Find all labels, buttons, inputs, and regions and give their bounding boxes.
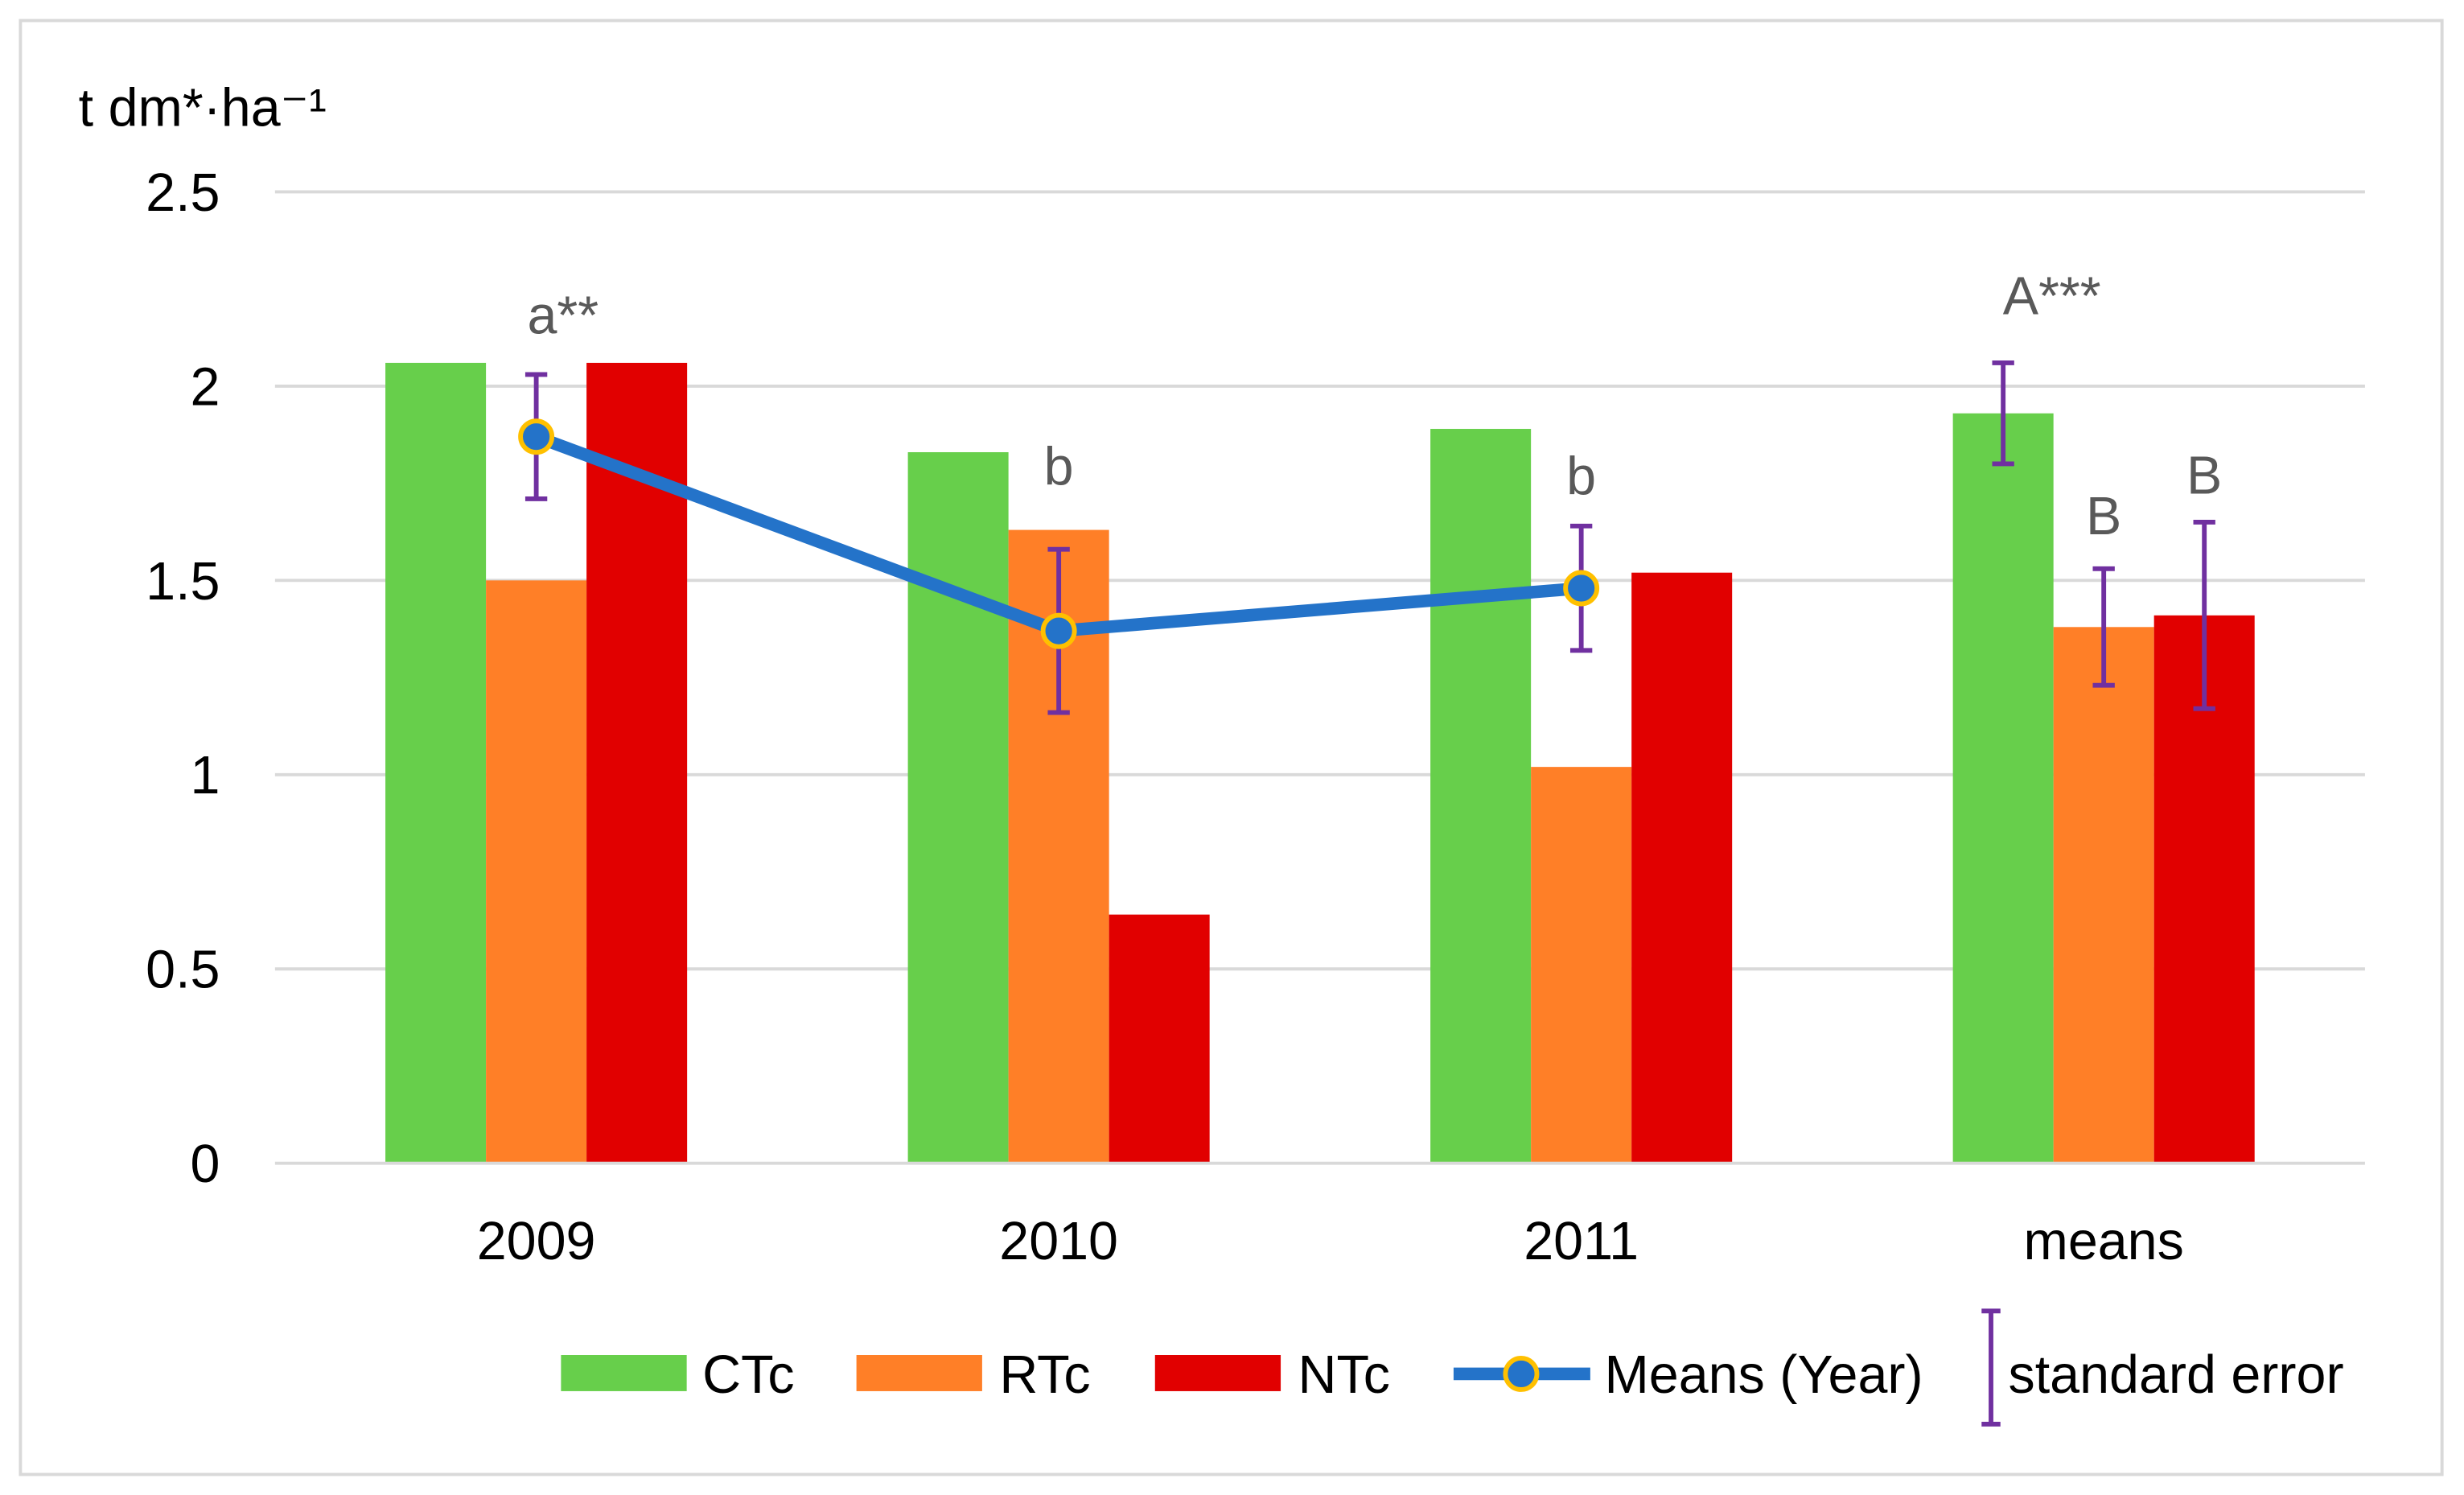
y-axis-tick-labels: 0 0.5 1 1.5 2 2.5 xyxy=(146,163,220,1194)
legend-item-rtc: RTc xyxy=(856,1345,1091,1405)
significance-label: B xyxy=(2186,447,2222,506)
bar-ctc-2010 xyxy=(907,451,1009,1163)
error-bar-ntc-means xyxy=(2193,519,2215,711)
y-tick-label: 1.5 xyxy=(146,552,220,612)
legend-item-means-year: Means (Year) xyxy=(1453,1345,1923,1405)
significance-label: b xyxy=(1044,438,1074,497)
error-bar-ctc-means xyxy=(1992,360,2014,467)
y-tick-label: 0 xyxy=(191,1135,220,1194)
bar-rtc-2011 xyxy=(1531,767,1632,1163)
significance-labels: a** b b A*** B B xyxy=(528,266,2223,546)
significance-label: a** xyxy=(528,286,599,346)
legend-marker-means-year xyxy=(1503,1355,1540,1392)
x-tick-label: means xyxy=(2024,1212,2184,1271)
legend-item-standard-error: standard error xyxy=(1981,1308,2344,1427)
bar-ctc-2009 xyxy=(385,362,487,1163)
legend-item-ctc: CTc xyxy=(561,1345,795,1405)
bar-ntc-2009 xyxy=(586,362,688,1163)
legend-swatch-ntc xyxy=(1154,1355,1281,1391)
marker-means-year-2010 xyxy=(1040,612,1077,649)
legend-swatch-ctc xyxy=(561,1355,687,1391)
legend-item-ntc: NTc xyxy=(1154,1345,1390,1405)
x-tick-label: 2010 xyxy=(999,1212,1118,1271)
bar-rtc-2009 xyxy=(486,580,587,1163)
bar-ntc-2010 xyxy=(1109,914,1210,1163)
legend-error-bar-icon xyxy=(1981,1308,2001,1427)
error-bar-rtc-means xyxy=(2092,566,2115,688)
legend-label-ctc: CTc xyxy=(702,1345,794,1405)
legend-label-ntc: NTc xyxy=(1298,1345,1390,1405)
bar-ctc-means xyxy=(1952,413,2054,1163)
x-tick-label: 2009 xyxy=(477,1212,596,1271)
bar-ntc-2011 xyxy=(1631,572,1733,1163)
legend-swatch-rtc xyxy=(856,1355,982,1391)
significance-label: A*** xyxy=(2003,266,2101,326)
y-tick-label: 0.5 xyxy=(146,941,220,1000)
legend-label-means-year: Means (Year) xyxy=(1604,1345,1923,1405)
significance-label: B xyxy=(2086,487,2121,546)
y-tick-label: 2.5 xyxy=(146,163,220,223)
y-tick-label: 1 xyxy=(191,746,220,805)
bar-ctc-2011 xyxy=(1430,429,1532,1163)
marker-means-year-2009 xyxy=(518,418,555,455)
legend-marker-edge xyxy=(1503,1355,1540,1392)
legend: CTc RTc NTc Means (Year) standard error xyxy=(561,1308,2344,1427)
marker-means-year-2011 xyxy=(1563,570,1600,607)
legend-label-rtc: RTc xyxy=(999,1345,1090,1405)
bar-rtc-means xyxy=(2053,627,2154,1163)
legend-label-standard-error: standard error xyxy=(2009,1345,2344,1405)
x-tick-label: 2011 xyxy=(1524,1212,1639,1271)
x-axis-labels: 2009 2010 2011 means xyxy=(477,1212,2184,1271)
y-axis-title: t dm*·ha⁻¹ xyxy=(79,78,327,138)
bars xyxy=(385,362,2255,1163)
y-tick-label: 2 xyxy=(191,357,220,417)
significance-label: b xyxy=(1566,447,1596,507)
plot-area: 0 0.5 1 1.5 2 2.5 2009 2010 2011 means a** b b A*** B B xyxy=(146,163,2365,1271)
